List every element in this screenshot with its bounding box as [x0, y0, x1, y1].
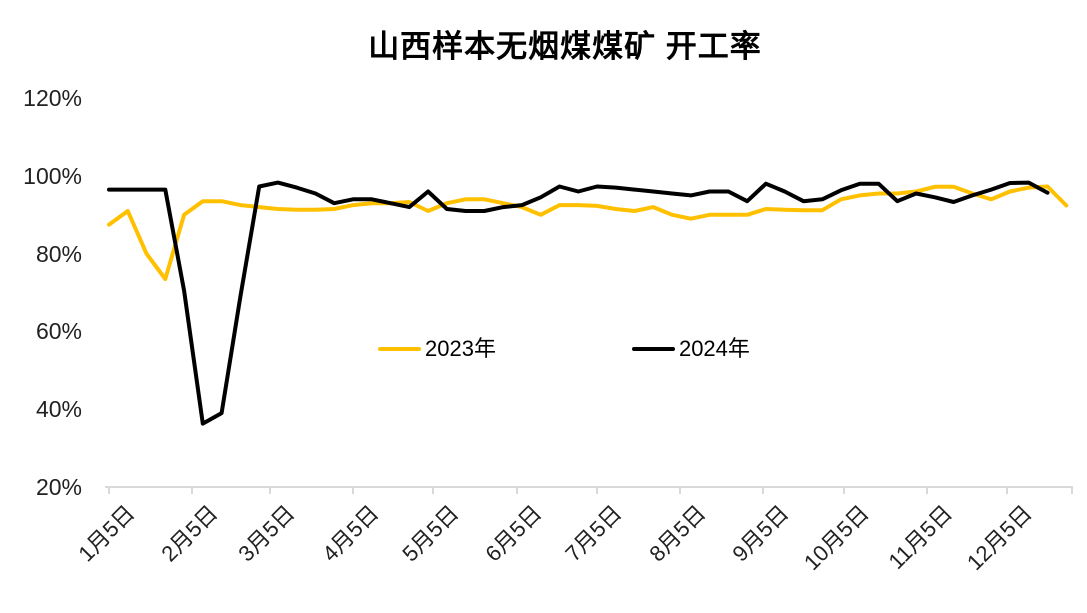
- y-tick-label: 40%: [35, 396, 82, 423]
- legend-line-swatch: [631, 347, 675, 351]
- x-axis-tick: [842, 487, 845, 494]
- chart-title: 山西样本无烟煤煤矿 开工率: [368, 29, 762, 64]
- y-tick-label: 120%: [23, 85, 82, 112]
- y-tick-label: 80%: [35, 240, 82, 267]
- x-axis-tick: [595, 487, 598, 494]
- series-line-2023年: [107, 184, 1069, 281]
- legend-label: 2023年: [425, 336, 496, 361]
- x-axis-tick: [1071, 487, 1073, 494]
- x-axis-tick: [191, 487, 194, 494]
- series-line-2024年: [107, 180, 1050, 426]
- x-axis-tick: [1006, 487, 1009, 494]
- y-tick-label: 100%: [23, 162, 82, 189]
- legend-line-swatch: [378, 347, 421, 351]
- legend-label: 2024年: [678, 336, 750, 361]
- x-axis-tick: [268, 487, 271, 494]
- x-axis-tick: [351, 487, 354, 494]
- x-axis-tick: [108, 487, 110, 494]
- x-axis-line: [105, 486, 1073, 488]
- x-axis-tick: [679, 487, 682, 494]
- y-tick-label: 60%: [35, 318, 82, 345]
- x-axis-tick: [515, 487, 518, 494]
- x-axis-tick: [925, 487, 928, 494]
- legend-item-2024年: 2024年: [631, 336, 750, 362]
- x-axis-tick: [762, 487, 765, 494]
- x-axis-tick: [432, 487, 435, 494]
- y-tick-label: 20%: [35, 474, 82, 500]
- legend-item-2023年: 2023年: [378, 336, 496, 362]
- legend: 2023年 2024年: [378, 336, 750, 362]
